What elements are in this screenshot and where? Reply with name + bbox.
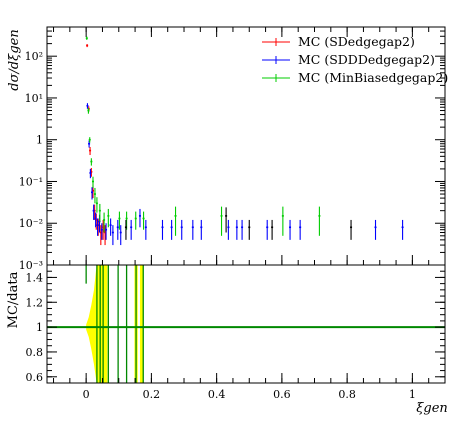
y-tick-label: 10⁻³ [19,259,43,272]
legend-label: MC (SDDDedgegap2) [298,52,435,67]
upper-data-points [85,36,404,246]
x-tick-label: 0.6 [273,388,291,401]
legend-label: MC (MinBiasedgegap2) [298,70,448,85]
x-tick-label: 0.2 [143,388,161,401]
uncertainty-band-bar [139,265,144,383]
legend-label: MC (SDedgegap2) [298,34,415,49]
lower-y-axis-label: MC/data [6,271,21,328]
lower-panel: 0.6 0.8 1 1.2 1.4 0 0.2 0.4 0.6 0.8 1 MC/data ξge… [6,264,448,416]
x-tick-labels: 0 0.2 0.4 0.6 0.8 1 [83,388,416,401]
ratio-uncertainty-band [86,265,144,383]
y-tick-label: 0.8 [26,346,44,359]
lower-y-tick-labels: 0.6 0.8 1 1.2 1.4 [26,271,44,383]
y-tick-label: 1.4 [26,271,44,284]
lower-ticks [47,270,446,383]
y-tick-label: 1.2 [26,296,44,309]
y-tick-label: 10² [25,50,43,63]
upper-y-axis-label: dσ/dξgen [7,29,22,90]
y-tick-label: 10⁻¹ [19,175,43,188]
x-tick-label: 0 [83,388,90,401]
ratio-lines [47,265,445,383]
legend: MC (SDedgegap2) MC (SDDDedgegap2) MC (MinB… [262,34,448,85]
x-tick-label: 0.4 [208,388,226,401]
upper-y-tick-labels: 10⁻³ 10⁻² 10⁻¹ 1 10¹ 10² [19,50,43,272]
y-tick-label: 1 [36,134,43,147]
x-axis-label: ξgen [416,401,448,416]
x-tick-label: 1 [409,388,416,401]
upper-ticks [47,26,446,266]
y-tick-label: 10¹ [25,92,43,105]
y-tick-label: 1 [36,321,43,334]
x-tick-label: 0.8 [338,388,356,401]
lower-frame [46,264,446,384]
y-tick-label: 0.6 [26,371,44,384]
y-tick-label: 10⁻² [19,217,43,230]
